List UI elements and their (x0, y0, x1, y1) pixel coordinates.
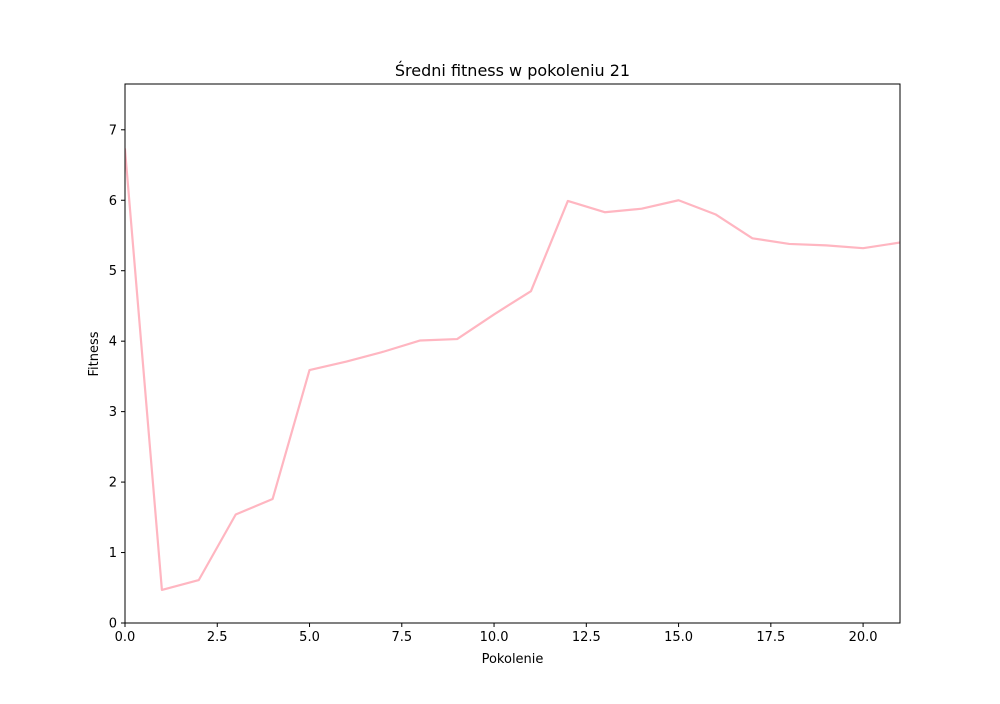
x-tick-label: 0.0 (115, 630, 136, 645)
y-tick-label: 6 (109, 194, 117, 209)
x-tick-label: 20.0 (849, 630, 878, 645)
series-line-0 (125, 148, 900, 591)
x-tick-label: 17.5 (756, 630, 785, 645)
x-tick-label: 5.0 (299, 630, 320, 645)
x-tick-label: 12.5 (572, 630, 601, 645)
x-tick-label: 15.0 (664, 630, 693, 645)
y-tick-label: 2 (109, 476, 117, 491)
y-tick-label: 7 (109, 123, 117, 138)
x-tick-label: 2.5 (207, 630, 228, 645)
y-tick-label: 4 (109, 335, 117, 350)
y-tick-label: 0 (109, 617, 117, 632)
y-tick-label: 3 (109, 405, 117, 420)
x-axis-label: Pokolenie (482, 652, 544, 667)
y-tick-label: 5 (109, 264, 117, 279)
plot-frame (124, 83, 901, 624)
x-tick-label: 10.0 (480, 630, 509, 645)
y-axis-label: Fitness (87, 331, 102, 376)
y-tick-label: 1 (109, 546, 117, 561)
x-tick-label: 7.5 (391, 630, 412, 645)
plot-area: 0.0 2.5 5.0 7.5 10.0 12.5 15.0 17.5 20.0 0 1 2 3 4 5 6 7 (109, 83, 901, 645)
chart-title: Średni fitness w pokoleniu 21 (395, 61, 630, 80)
